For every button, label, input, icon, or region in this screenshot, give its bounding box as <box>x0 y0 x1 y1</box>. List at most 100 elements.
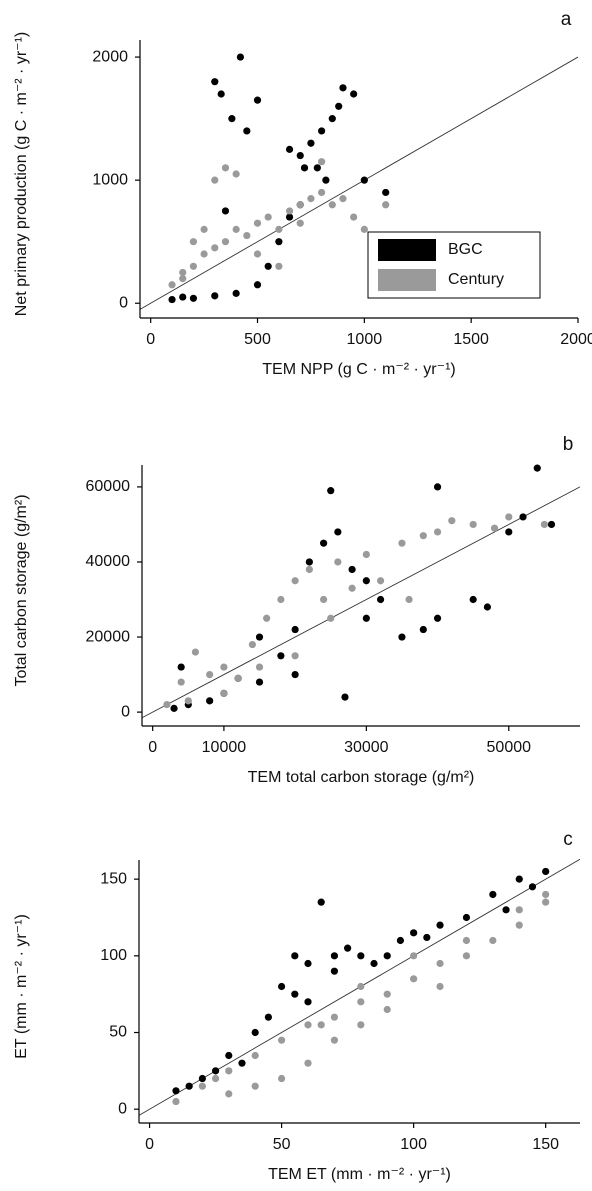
point <box>211 1067 220 1075</box>
point <box>436 959 444 968</box>
point <box>433 614 442 622</box>
y-tick-label: 0 <box>118 1100 127 1117</box>
point <box>350 213 358 221</box>
point <box>232 170 240 178</box>
point <box>220 663 228 671</box>
series <box>170 464 556 712</box>
point <box>357 982 365 991</box>
point <box>304 959 312 968</box>
point <box>304 1059 312 1067</box>
point <box>330 1036 339 1044</box>
point <box>243 127 251 135</box>
point <box>423 933 431 942</box>
point <box>360 176 368 184</box>
point <box>502 906 510 914</box>
point <box>462 913 471 922</box>
point <box>320 595 328 604</box>
point <box>318 127 326 135</box>
point <box>253 250 262 258</box>
point <box>317 898 325 906</box>
point <box>313 164 321 172</box>
point <box>398 633 406 641</box>
point <box>542 898 550 906</box>
point <box>382 201 390 209</box>
point <box>168 295 176 304</box>
point <box>410 929 418 937</box>
x-tick-label: 0 <box>145 1136 154 1153</box>
point <box>339 195 347 203</box>
point <box>255 663 264 671</box>
point <box>505 528 513 536</box>
point <box>362 550 370 559</box>
point <box>515 875 523 883</box>
point <box>396 936 405 945</box>
point <box>291 577 299 585</box>
panel-label: a <box>561 9 572 30</box>
point <box>335 102 343 110</box>
point <box>296 219 304 227</box>
point <box>436 982 444 991</box>
point <box>221 207 230 215</box>
point <box>322 176 330 184</box>
point <box>296 151 304 160</box>
point <box>350 90 358 98</box>
point <box>469 595 477 604</box>
y-tick-label: 60000 <box>86 478 131 495</box>
point <box>277 652 285 660</box>
x-axis-title: TEM total carbon storage (g/m²) <box>248 769 475 786</box>
point <box>189 238 198 246</box>
point <box>505 513 513 521</box>
point <box>163 701 171 709</box>
point <box>317 1021 325 1029</box>
point <box>334 528 342 536</box>
point <box>348 565 356 574</box>
point <box>348 584 356 592</box>
point <box>462 952 471 960</box>
point <box>184 697 192 705</box>
point <box>179 268 187 277</box>
y-tick-label: 0 <box>119 294 128 311</box>
x-tick-label: 150 <box>532 1136 559 1153</box>
legend-label: BGC <box>448 241 483 258</box>
point <box>221 238 230 246</box>
point <box>489 936 497 945</box>
x-tick-label: 1000 <box>347 331 383 348</box>
y-tick-label: 0 <box>121 703 130 720</box>
point <box>490 524 499 532</box>
point <box>200 225 208 233</box>
point <box>489 890 497 899</box>
point <box>540 520 548 529</box>
point <box>251 1028 259 1037</box>
point <box>264 1013 272 1021</box>
point <box>225 1051 233 1060</box>
y-tick-label: 20000 <box>86 628 131 645</box>
point <box>263 614 271 622</box>
point <box>198 1074 206 1083</box>
point <box>248 640 256 649</box>
point <box>515 906 523 914</box>
point <box>305 558 313 566</box>
y-tick-label: 150 <box>100 870 127 887</box>
point <box>339 84 347 92</box>
y-axis-title: Net primary production (g C · m⁻² · yr⁻¹… <box>13 32 30 316</box>
point <box>533 464 541 472</box>
point <box>228 115 236 123</box>
point <box>291 990 299 998</box>
point <box>291 952 299 960</box>
point <box>483 603 492 611</box>
series <box>163 513 548 709</box>
y-tick-label: 1000 <box>92 171 128 188</box>
point <box>328 201 336 209</box>
series <box>172 890 550 1106</box>
point <box>172 1087 180 1095</box>
point <box>285 207 294 215</box>
point <box>542 867 550 876</box>
point <box>200 250 208 258</box>
point <box>291 652 299 660</box>
point <box>253 219 262 227</box>
identity-line <box>141 486 581 719</box>
point <box>170 704 178 712</box>
y-axis-title: Total carbon storage (g/m²) <box>13 494 30 686</box>
point <box>419 532 427 540</box>
x-tick-label: 50000 <box>487 739 532 756</box>
